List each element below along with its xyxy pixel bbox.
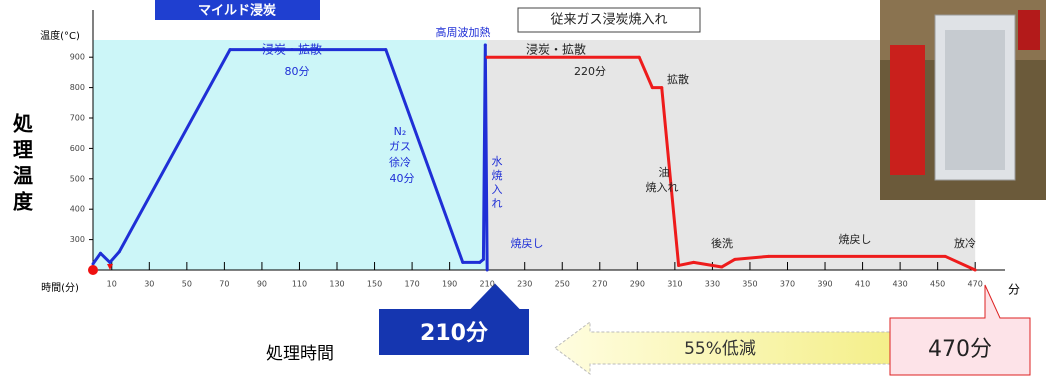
- subtitle: 従来ガス浸炭焼入れ: [550, 13, 667, 28]
- y-tick-label: 400: [70, 205, 85, 214]
- line-point: [733, 257, 737, 261]
- annotation: 油: [659, 165, 670, 179]
- y-tick-label: 800: [70, 83, 85, 92]
- annotation: 拡散: [667, 72, 689, 86]
- line-point: [91, 262, 95, 266]
- annotation: 水: [492, 155, 503, 168]
- annotation: 焼戻し: [511, 237, 544, 250]
- annotation: ガス: [389, 140, 411, 153]
- annotation: 入: [492, 183, 503, 196]
- line-point: [481, 257, 485, 261]
- y-tick-label: 600: [70, 144, 85, 153]
- conv-callout-label: 470分: [928, 337, 992, 362]
- x-tick-label: 70: [219, 280, 229, 289]
- x-tick-label: 410: [855, 280, 870, 289]
- y-tick-label: 300: [70, 235, 85, 244]
- x-tick-label: 430: [892, 280, 907, 289]
- x-tick-label: 370: [780, 280, 795, 289]
- start-dot: [88, 265, 98, 275]
- x-tick-label: 250: [555, 280, 570, 289]
- annotation: 40分: [390, 172, 415, 185]
- subtitle-box: [517, 7, 701, 33]
- reduction-label: 55%低減: [684, 339, 756, 359]
- mild-callout: [377, 280, 531, 357]
- start-marker: [107, 264, 113, 270]
- line-point: [720, 265, 724, 269]
- x-tick-label: 170: [404, 280, 419, 289]
- x-tick-label: 50: [182, 280, 192, 289]
- line-point: [99, 251, 103, 255]
- x-tick-label: 330: [705, 280, 720, 289]
- y-label: 処理温度: [10, 113, 34, 217]
- y-tick-label: 700: [70, 114, 85, 123]
- annotation: れ: [492, 197, 503, 210]
- x-tick-label: 30: [144, 280, 154, 289]
- line-point: [108, 260, 112, 264]
- line-point: [485, 268, 489, 272]
- x-tick-label: 350: [742, 280, 757, 289]
- line-point: [660, 86, 664, 90]
- line-point: [973, 268, 977, 272]
- x-tick-label: 90: [257, 280, 267, 289]
- annotation: 高周波加熱: [436, 25, 491, 39]
- annotation: 後洗: [711, 236, 733, 250]
- line-point: [485, 55, 489, 59]
- line-point: [637, 55, 641, 59]
- y-tick-label: 900: [70, 53, 85, 62]
- x-tick-label: 110: [292, 280, 307, 289]
- line-point: [650, 86, 654, 90]
- x-unit-end: 分: [1008, 283, 1020, 297]
- mild-callout-label: 210分: [420, 321, 488, 346]
- annotation: 放冷: [954, 236, 976, 250]
- line-point: [677, 263, 681, 267]
- chart-title: マイルド浸炭: [198, 3, 276, 19]
- line-point: [943, 254, 947, 258]
- y-tick-label: 500: [70, 174, 85, 183]
- x-tick-label: 230: [517, 280, 532, 289]
- conv-callout: [889, 284, 1031, 376]
- annotation: 焼戻し: [839, 233, 872, 246]
- annotation: N₂: [394, 125, 407, 138]
- annotation: 焼入れ: [646, 181, 679, 194]
- x-tick-label: 450: [930, 280, 945, 289]
- annotation: 浸炭・拡散: [526, 42, 586, 57]
- line-point: [692, 260, 696, 264]
- x-unit: 時間(分): [41, 282, 79, 294]
- annotation: 浸炭・拡散: [262, 42, 322, 57]
- line-point: [767, 254, 771, 258]
- line-point: [228, 48, 232, 52]
- x-tick-label: 390: [817, 280, 832, 289]
- line-point: [384, 48, 388, 52]
- line-point: [478, 260, 482, 264]
- y-unit: 温度(°C): [40, 29, 80, 42]
- line-point: [117, 250, 121, 254]
- x-tick-label: 310: [667, 280, 682, 289]
- x-tick-label: 210: [480, 280, 495, 289]
- x-tick-label: 290: [630, 280, 645, 289]
- x-tick-label: 470: [968, 280, 983, 289]
- x-tick-label: 130: [329, 280, 344, 289]
- x-tick-label: 270: [592, 280, 607, 289]
- mild-region: [93, 40, 488, 270]
- x-tick-label: 150: [367, 280, 382, 289]
- photo: [880, 0, 1046, 200]
- x-tick-label: 10: [107, 280, 117, 289]
- title-box: [155, 0, 320, 20]
- annotation: 80分: [285, 65, 310, 78]
- line-point: [483, 43, 487, 47]
- annotation: 焼: [492, 169, 503, 182]
- x-label: 処理時間: [266, 344, 334, 364]
- annotation: 徐冷: [389, 155, 411, 169]
- reduction-arrow: [554, 321, 891, 375]
- annotation: 220分: [574, 65, 606, 78]
- x-tick-label: 190: [442, 280, 457, 289]
- line-point: [461, 260, 465, 264]
